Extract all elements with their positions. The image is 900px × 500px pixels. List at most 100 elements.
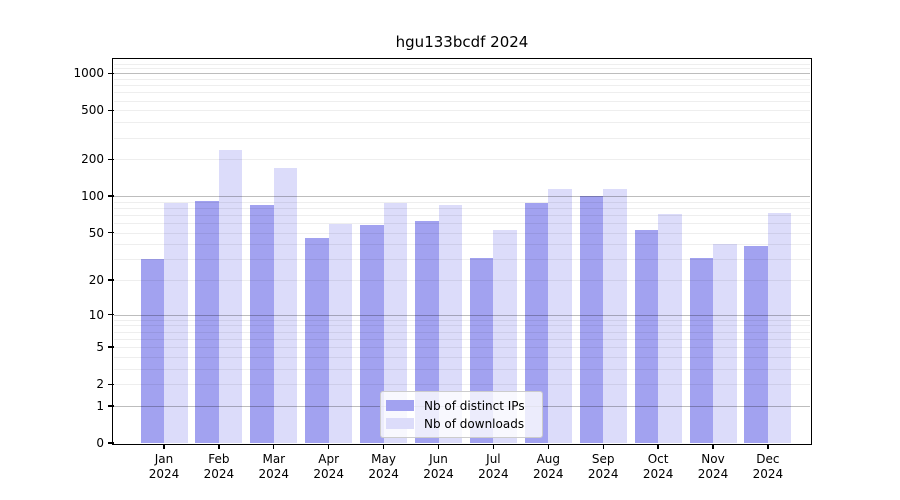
gridline-minor [114,384,810,386]
x-axis-month: May [371,452,396,466]
x-axis-tick [437,444,440,449]
x-axis-tick [163,444,165,449]
y-axis-tick-label: 200 [81,152,104,167]
gridline-minor [114,368,810,370]
legend-item-downloads: Nb of downloads [381,417,542,431]
x-axis-month: Mar [262,452,286,466]
y-axis-tick [108,383,114,385]
x-axis-tick-label: Mar 2024 [259,452,290,482]
gridline-minor [114,63,810,65]
gridline-major [114,73,810,75]
gridline-minor [114,79,810,81]
bar-downloads-apr [328,223,353,443]
x-axis-month: Jan [154,452,174,466]
x-axis-month: Feb [208,452,230,466]
x-axis-year: 2024 [368,467,399,481]
bar-distinct-ips-feb [195,200,219,443]
gridline-minor [114,280,810,282]
x-axis-tick [767,444,769,449]
y-axis-tick-label: 10 [88,307,104,322]
y-axis-tick-label: 0 [96,436,104,450]
gridline-minor [114,331,810,333]
bar-distinct-ips-apr [305,238,329,443]
x-axis-tick-label: Nov 2024 [698,452,729,482]
bar-downloads-feb [218,149,243,443]
y-axis-tick-label: 100 [81,189,104,204]
gridline-minor [114,110,810,112]
y-axis-tick [108,442,114,444]
x-axis-tick-label: Dec 2024 [753,452,784,482]
y-axis-tick-label: 20 [88,273,104,288]
y-axis-tick [108,314,114,316]
x-axis-tick [218,444,220,449]
legend-swatch-downloads-icon [386,418,414,429]
legend-swatch-distinct-ips-icon [386,400,414,411]
x-axis-tick-label: Jan 2024 [149,452,180,482]
bar-downloads-jun [438,204,462,443]
legend: Nb of distinct IPs Nb of downloads [380,391,543,438]
bar-downloads-jul [493,229,517,443]
gridline-minor [114,223,810,225]
x-axis-month: Dec [756,452,780,466]
bar-distinct-ips-oct [634,229,659,443]
x-axis-month: Jul [486,452,501,466]
gridline-minor [114,232,810,234]
x-axis-tick-label: Jun 2024 [423,452,454,482]
gridline-minor [114,68,810,70]
gridline-minor [114,159,810,161]
x-axis-tick-label: May 2024 [368,452,399,482]
gridline-minor [114,214,810,216]
bar-distinct-ips-dec [744,245,768,443]
gridline-minor [114,356,810,358]
x-axis-month: Aug [536,452,561,466]
bar-downloads-may [383,202,408,443]
bar-downloads-jan [164,203,188,443]
y-axis-tick [108,231,114,234]
y-axis-tick-label: 2 [96,377,104,392]
x-axis-tick [657,444,659,449]
x-axis-tick [273,444,275,449]
bar-distinct-ips-mar [250,205,274,443]
x-axis-year: 2024 [478,467,509,481]
x-axis-tick-label: Feb 2024 [204,452,235,482]
x-axis-tick [712,444,714,449]
gridline-minor [114,338,810,340]
gridline-minor [114,201,810,203]
bar-distinct-ips-sep [579,195,604,443]
gridline-minor [114,244,810,246]
bar-distinct-ips-jan [140,259,164,443]
x-axis-month: Jun [429,452,448,466]
gridline-minor [114,347,810,349]
y-axis-tick-label: 500 [81,103,104,118]
gridline-minor [114,122,810,124]
x-axis-year: 2024 [752,467,784,481]
x-axis-tick [547,444,549,449]
gridline-minor [114,92,810,94]
x-axis-year: 2024 [642,467,674,481]
gridline-major [114,314,810,316]
legend-label: Nb of distinct IPs [424,398,525,413]
bar-distinct-ips-aug [524,203,549,443]
y-axis-tick [108,346,114,348]
gridline-minor [114,207,810,209]
gridline-minor [114,325,810,327]
x-axis-tick-label: Oct 2024 [643,452,674,482]
bar-downloads-aug [548,189,572,443]
x-axis-month: Apr [318,452,340,466]
y-axis-tick [108,195,114,197]
x-axis-year: 2024 [313,467,344,481]
bar-downloads-sep [603,188,627,443]
gridline-minor [114,137,810,139]
x-axis-tick [382,444,385,449]
x-axis-month: Sep [591,452,615,466]
x-axis-year: 2024 [203,467,235,481]
gridline-minor [114,319,810,321]
x-axis-tick [492,444,495,449]
bar-downloads-oct [658,214,682,443]
bar-downloads-nov [713,244,737,443]
chart-title: hgu133bcdf 2024 [395,33,529,51]
x-axis-year: 2024 [258,467,290,481]
bar-distinct-ips-may [360,224,384,443]
x-axis-tick [602,444,604,449]
x-axis-tick-label: Apr 2024 [313,452,344,482]
